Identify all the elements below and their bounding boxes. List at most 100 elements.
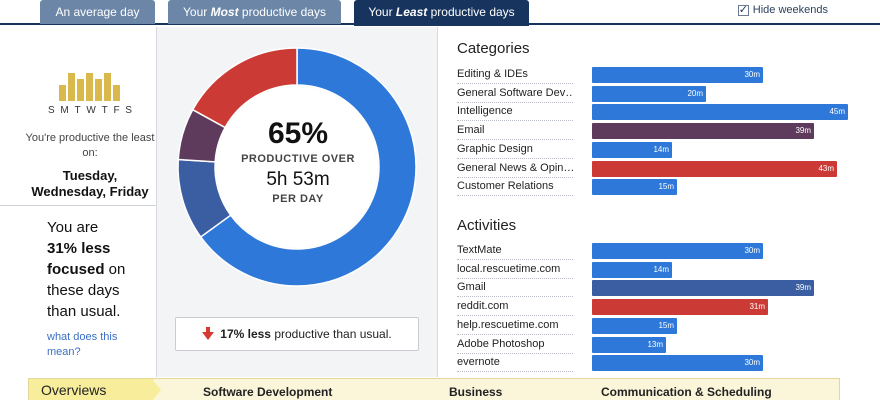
hide-weekends-checkbox[interactable] (737, 3, 749, 16)
activity-bar: 30m (592, 243, 763, 259)
category-value: 45m (829, 107, 845, 117)
week-calendar-icon (59, 65, 121, 101)
activity-value: 15m (658, 320, 674, 330)
focus-post: on these days than usual. (47, 261, 126, 320)
activity-bar: 14m (592, 261, 672, 278)
activity-label: Gmail (457, 279, 573, 298)
category-value: 15m (658, 182, 674, 192)
activity-label: local.rescuetime.com (457, 261, 573, 279)
tab-most-post: productive days (238, 5, 326, 19)
hide-weekends-label: Hide weekends (752, 4, 828, 16)
activity-bar: 15m (592, 317, 677, 334)
activity-value: 13m (647, 339, 663, 349)
breakdown-column: Categories Editing & IDEs 30m General Soft… (438, 27, 880, 377)
category-bar: 20m (592, 85, 706, 102)
category-label: Customer Relations (457, 178, 573, 197)
comparison-text: 17% less productive than usual. (220, 327, 391, 341)
activity-row[interactable]: evernote 30m (457, 354, 867, 373)
comparison-bold: 17% less (220, 327, 271, 341)
overview-communication-scheduling[interactable]: Communication & Scheduling (601, 385, 772, 399)
day-letter: S (125, 105, 132, 116)
category-bar: 45m (592, 104, 848, 121)
category-value: 43m (818, 163, 834, 173)
activity-bar: 31m (592, 299, 768, 316)
activity-row[interactable]: reddit.com 31m (457, 298, 867, 317)
hide-weekends-toggle[interactable]: Hide weekends (737, 3, 828, 16)
tab-least-post: productive days (427, 5, 515, 19)
what-does-this-mean-link[interactable]: what does this mean? (47, 331, 118, 358)
category-row[interactable]: Email 39m (457, 122, 867, 141)
overviews-tab[interactable]: Overviews (29, 379, 161, 400)
activity-label: TextMate (457, 242, 573, 260)
activity-value: 14m (653, 264, 669, 274)
tab-most-productive[interactable]: Your Most productive days (168, 0, 341, 24)
tab-least-productive[interactable]: Your Least productive days (354, 0, 529, 26)
productive-hours: 5h 53m (266, 169, 330, 190)
day-letter: M (60, 105, 69, 116)
activity-label: help.rescuetime.com (457, 317, 573, 335)
comparison-rest: productive than usual. (270, 327, 392, 341)
activity-bar: 39m (592, 280, 814, 297)
productivity-donut-chart (177, 47, 417, 287)
category-row[interactable]: General News & Opin… 43m (457, 160, 867, 179)
activity-row[interactable]: local.rescuetime.com 14m (457, 261, 867, 280)
category-bar: 30m (592, 67, 763, 83)
donut-segment-distracting (191, 47, 298, 129)
day-letter: S (48, 105, 55, 116)
day-letter: T (74, 105, 81, 116)
activity-row[interactable]: TextMate 30m (457, 242, 867, 261)
category-bar: 15m (592, 179, 677, 196)
category-label: Editing & IDEs (457, 66, 573, 84)
donut-segment-productive (199, 47, 417, 287)
activities-title: Activities (457, 217, 517, 234)
category-row[interactable]: Editing & IDEs 30m (457, 66, 867, 85)
category-row[interactable]: General Software Dev… 20m (457, 85, 867, 104)
activity-row[interactable]: Adobe Photoshop 13m (457, 336, 867, 355)
focus-bold: 31% less focused (47, 240, 111, 278)
category-row[interactable]: Graphic Design 14m (457, 141, 867, 160)
category-label: Email (457, 122, 573, 141)
productive-percent: 65% (267, 117, 329, 150)
productivity-donut-panel: 65% PRODUCTIVE OVER 5h 53m PER DAY 17% l… (156, 27, 438, 377)
category-value: 14m (653, 144, 669, 154)
activity-bar: 13m (592, 336, 666, 353)
day-letters: S M T W T F S (48, 105, 132, 116)
overview-business[interactable]: Business (449, 385, 503, 399)
activity-label: evernote (457, 354, 573, 373)
categories-title: Categories (457, 40, 530, 57)
activity-value: 31m (749, 302, 765, 312)
per-day-label: PER DAY (272, 193, 324, 205)
category-value: 39m (795, 126, 811, 136)
tab-average-day[interactable]: An average day (40, 0, 155, 24)
category-label: Graphic Design (457, 141, 573, 159)
activity-label: reddit.com (457, 298, 573, 317)
activity-label: Adobe Photoshop (457, 336, 573, 354)
tab-most-pre: Your (183, 5, 211, 19)
activity-row[interactable]: help.rescuetime.com 15m (457, 317, 867, 336)
activity-bar: 30m (592, 355, 763, 372)
category-bar: 43m (592, 160, 837, 177)
activity-value: 30m (744, 358, 760, 368)
category-value: 30m (744, 70, 760, 79)
category-label: Intelligence (457, 103, 573, 122)
category-row[interactable]: Intelligence 45m (457, 103, 867, 122)
overview-bar: Overviews Software Development Business … (28, 378, 840, 400)
down-arrow-icon (202, 327, 215, 340)
category-label: General Software Dev… (457, 85, 573, 103)
category-row[interactable]: Customer Relations 15m (457, 178, 867, 197)
day-letter: T (101, 105, 108, 116)
donut-hole (216, 86, 378, 248)
least-productive-label: You're productive the least on: (25, 132, 155, 159)
top-tab-bar: An average day Your Most productive days… (0, 0, 880, 26)
tab-least-em: Least (395, 5, 428, 19)
tab-least-pre: Your (368, 5, 396, 19)
activity-value: 30m (744, 246, 760, 255)
focus-pre: You are (47, 219, 99, 236)
tab-most-em: Most (210, 5, 239, 19)
tab-average-day-label: An average day (55, 5, 140, 19)
overview-software-development[interactable]: Software Development (203, 385, 333, 399)
focus-summary: You are 31% less focused on these days t… (47, 217, 147, 322)
day-letter: F (113, 105, 120, 116)
productive-over-label: PRODUCTIVE OVER (241, 153, 355, 165)
activity-row[interactable]: Gmail 39m (457, 279, 867, 298)
